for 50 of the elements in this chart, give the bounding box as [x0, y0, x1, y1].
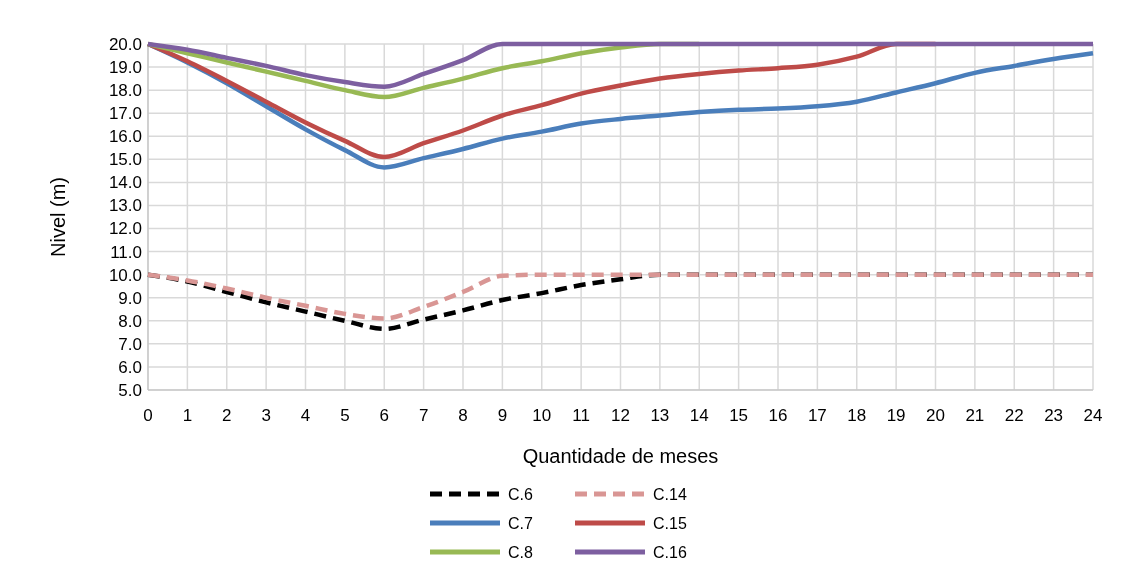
- x-tick-label: 11: [572, 406, 590, 425]
- x-tick-label: 5: [340, 406, 350, 425]
- x-tick-label: 20: [926, 406, 945, 425]
- legend-label: C.14: [653, 485, 687, 503]
- y-tick-label: 10.0: [108, 265, 142, 285]
- x-tick-label: 22: [1004, 406, 1024, 425]
- legend-label: C.7: [508, 514, 533, 532]
- x-tick-label: 4: [300, 406, 311, 425]
- y-tick-label: 8.0: [118, 311, 142, 331]
- y-tick-label: 17.0: [108, 104, 142, 124]
- x-tick-label: 8: [458, 406, 468, 425]
- x-tick-label: 1: [182, 406, 193, 425]
- y-axis-title: Nivel (m): [47, 177, 69, 257]
- x-tick-label: 16: [768, 406, 788, 425]
- line-series: [145, 272, 1096, 321]
- x-tick-label: 2: [222, 406, 232, 425]
- x-axis-title: Quantidade de meses: [522, 445, 719, 467]
- y-tick-label: 11.0: [110, 242, 142, 262]
- y-tick-label: 9.0: [118, 288, 142, 308]
- x-tick-label: 0: [143, 406, 153, 425]
- y-tick-label: 5.0: [118, 380, 142, 400]
- x-tick-label: 14: [689, 406, 709, 425]
- x-tick-label: 23: [1044, 406, 1064, 425]
- y-tick-label: 16.0: [108, 127, 142, 147]
- legend-label: C.6: [508, 485, 533, 503]
- x-tick-label: 24: [1083, 406, 1103, 425]
- x-tick-label: 18: [847, 406, 867, 425]
- x-tick-label: 10: [532, 406, 552, 425]
- y-tick-label: 6.0: [118, 357, 142, 377]
- y-tick-label: 13.0: [108, 196, 142, 216]
- legend-label: C.15: [653, 514, 687, 532]
- y-tick-label: 19.0: [108, 58, 142, 78]
- x-tick-label: 3: [261, 406, 271, 425]
- y-tick-label: 14.0: [108, 173, 142, 193]
- x-tick-label: 21: [965, 406, 985, 425]
- x-tick-label: 19: [886, 406, 906, 425]
- x-tick-label: 15: [729, 406, 749, 425]
- x-tick-label: 7: [418, 406, 429, 425]
- x-tick-label: 13: [650, 406, 670, 425]
- y-tick-label: 15.0: [108, 150, 142, 170]
- y-tick-label: 20.0: [108, 34, 142, 54]
- legend-label: C.8: [508, 543, 533, 561]
- x-tick-label: 17: [807, 406, 827, 425]
- x-tick-label: 6: [379, 406, 389, 425]
- x-tick-label: 12: [611, 406, 630, 425]
- y-tick-label: 18.0: [108, 81, 142, 101]
- y-tick-label: 7.0: [118, 334, 142, 354]
- y-tick-label: 12.0: [108, 219, 142, 239]
- legend-label: C.16: [653, 543, 687, 561]
- x-tick-label: 9: [497, 406, 508, 425]
